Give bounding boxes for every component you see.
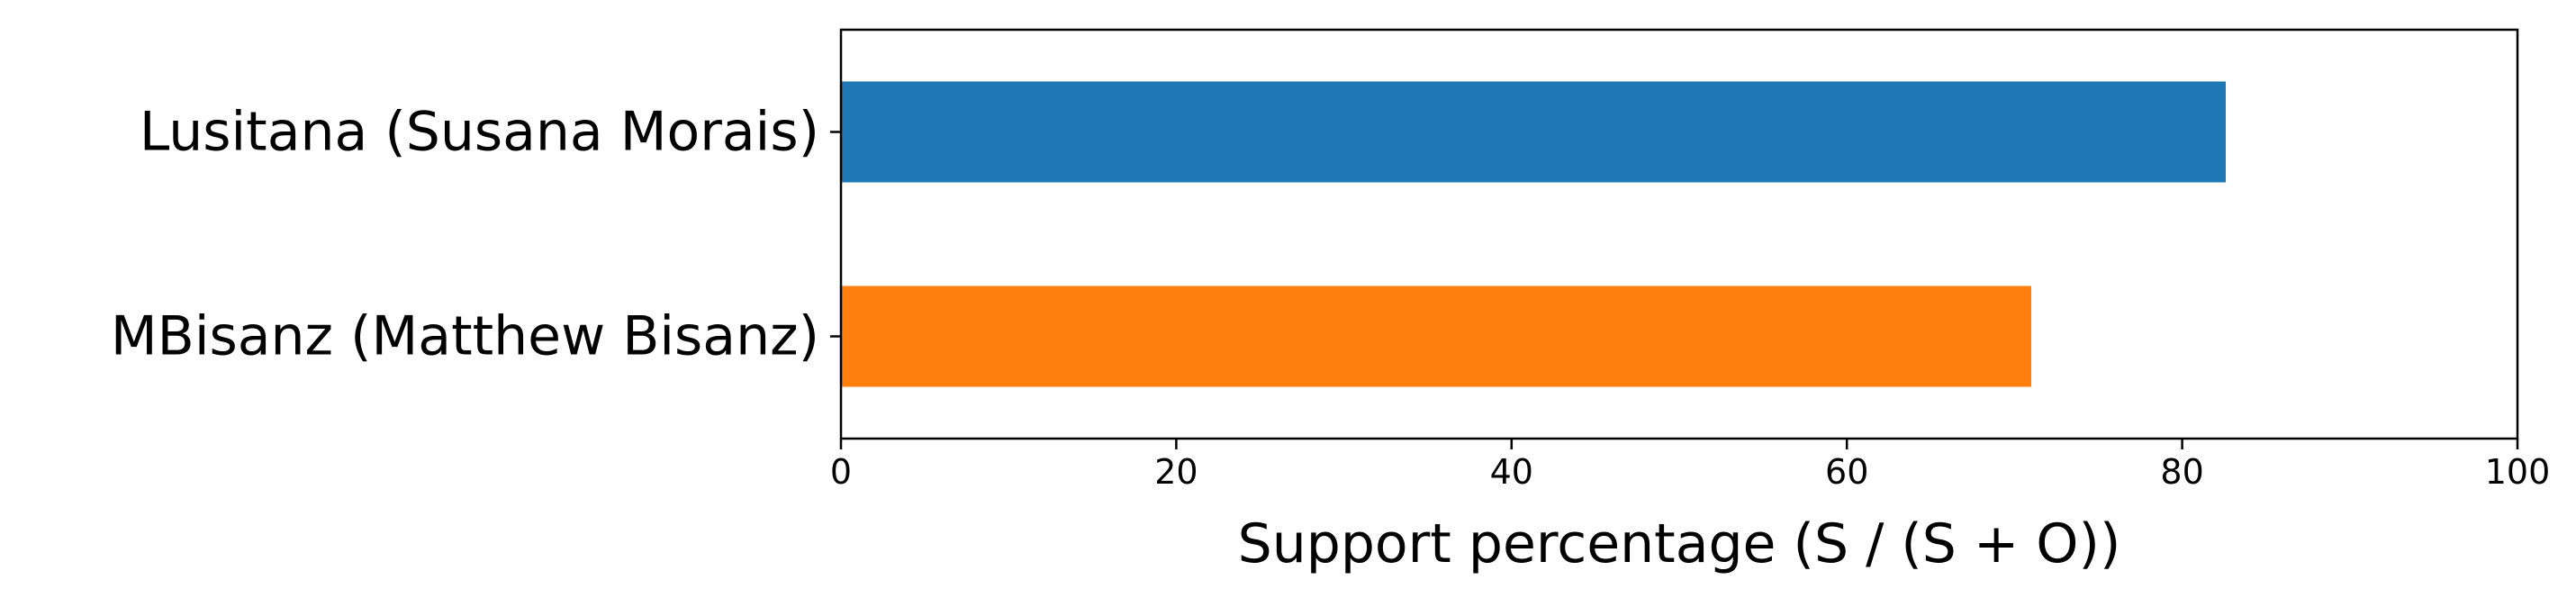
x-axis: 0 20 40 60 80 100 xyxy=(830,439,2550,492)
x-tick-label-2: 40 xyxy=(1490,452,1533,492)
y-axis: Lusitana (Susana Morais) MBisanz (Matthew… xyxy=(111,101,841,368)
x-tick-label-0: 0 xyxy=(830,452,852,492)
x-tick-label-3: 60 xyxy=(1825,452,1868,492)
x-tick-label-4: 80 xyxy=(2160,452,2203,492)
y-tick-label-1: MBisanz (Matthew Bisanz) xyxy=(111,305,819,368)
bars-layer xyxy=(841,81,2227,387)
x-tick-label-5: 100 xyxy=(2485,452,2551,492)
bar-0 xyxy=(841,81,2227,183)
x-tick-label-1: 20 xyxy=(1154,452,1198,492)
x-axis-label: Support percentage (S / (S + O)) xyxy=(1238,512,2121,575)
bar-1 xyxy=(841,285,2032,387)
plot-frame xyxy=(839,28,2519,440)
y-tick-label-0: Lusitana (Susana Morais) xyxy=(140,101,819,164)
